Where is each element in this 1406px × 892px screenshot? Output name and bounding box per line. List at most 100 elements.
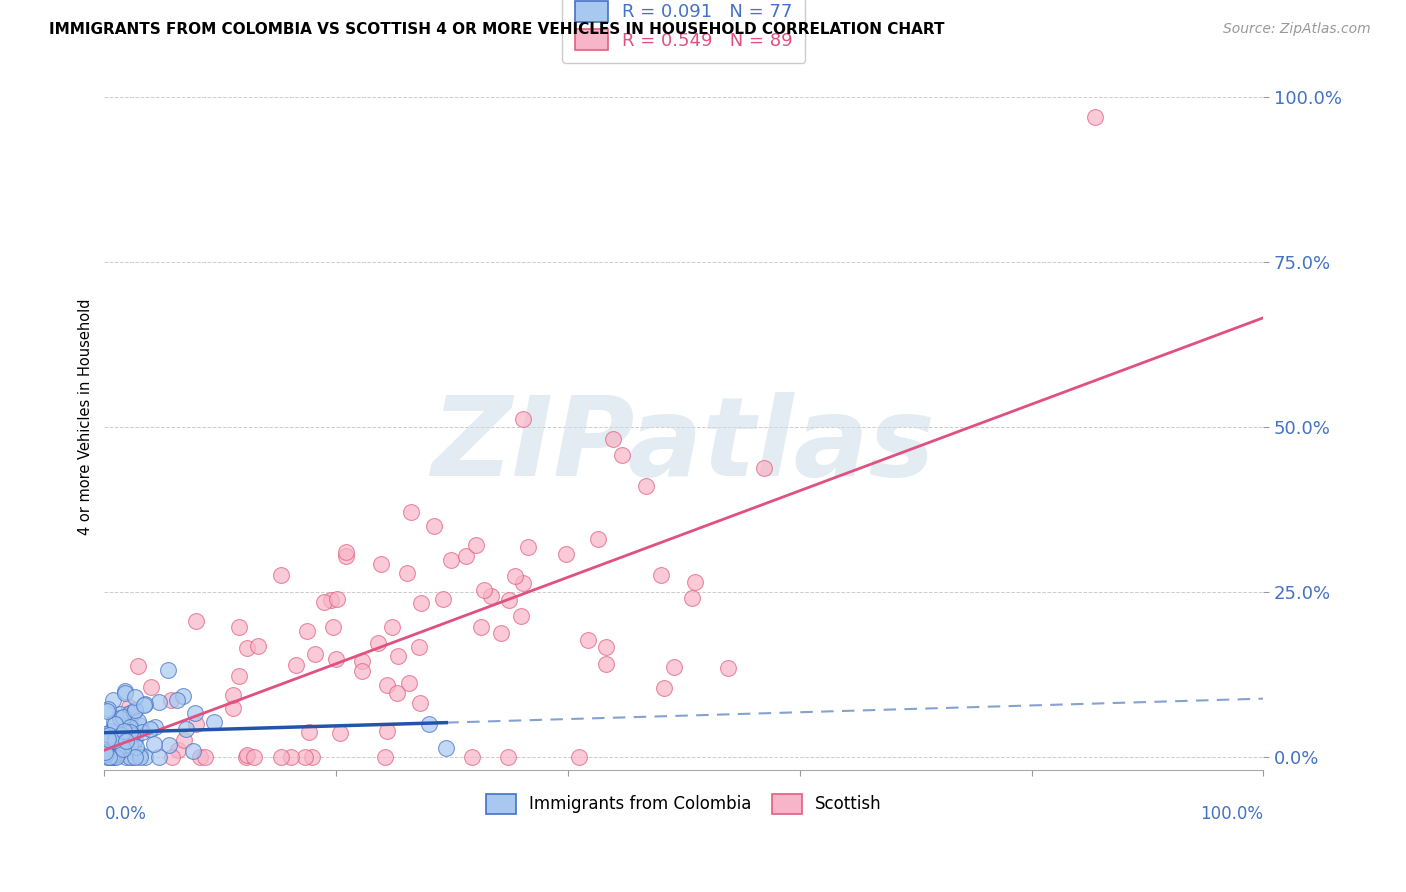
Point <box>474 583 496 598</box>
Point <box>418 717 440 731</box>
Point <box>350 664 373 678</box>
Point <box>325 652 347 666</box>
Point <box>134 749 156 764</box>
Point <box>131 724 153 739</box>
Point <box>367 636 389 650</box>
Point <box>222 689 245 703</box>
Point <box>243 749 266 764</box>
Point <box>301 749 323 764</box>
Point <box>650 568 672 582</box>
Point <box>166 692 188 706</box>
Point <box>235 749 257 764</box>
Point <box>118 725 141 739</box>
Point <box>280 749 302 764</box>
Point <box>375 723 398 738</box>
Point <box>114 686 136 700</box>
Point <box>681 591 703 606</box>
Point <box>516 540 538 554</box>
Point <box>111 710 134 724</box>
Point <box>295 624 318 639</box>
Point <box>120 706 142 720</box>
Text: Source: ZipAtlas.com: Source: ZipAtlas.com <box>1223 22 1371 37</box>
Point <box>118 720 141 734</box>
Text: IMMIGRANTS FROM COLOMBIA VS SCOTTISH 4 OR MORE VEHICLES IN HOUSEHOLD CORRELATION: IMMIGRANTS FROM COLOMBIA VS SCOTTISH 4 O… <box>49 22 945 37</box>
Point <box>489 625 512 640</box>
Point <box>162 749 184 764</box>
Point <box>97 702 120 716</box>
Point <box>568 749 591 764</box>
Point <box>652 681 675 695</box>
Point <box>166 743 188 757</box>
Point <box>110 728 132 742</box>
Point <box>496 749 519 764</box>
Point <box>110 731 132 746</box>
Point <box>118 738 141 752</box>
Point <box>236 748 259 763</box>
Point <box>716 661 738 675</box>
Point <box>326 592 349 607</box>
Point <box>586 532 609 546</box>
Point <box>752 461 775 475</box>
Point <box>222 701 245 715</box>
Point <box>94 732 117 747</box>
Point <box>148 695 170 709</box>
Point <box>304 647 326 661</box>
Point <box>97 732 120 747</box>
Point <box>128 718 150 732</box>
Point <box>270 749 292 764</box>
Point <box>143 720 166 734</box>
Point <box>398 676 420 690</box>
Point <box>1084 110 1107 124</box>
Point <box>114 683 136 698</box>
Point <box>188 749 211 764</box>
Point <box>183 744 205 758</box>
Point <box>375 678 398 692</box>
Point <box>454 549 477 564</box>
Text: 0.0%: 0.0% <box>104 805 146 823</box>
Point <box>194 749 217 764</box>
Point <box>312 595 335 609</box>
Point <box>127 714 149 728</box>
Point <box>247 639 270 653</box>
Point <box>128 747 150 761</box>
Point <box>97 749 120 764</box>
Point <box>132 698 155 712</box>
Point <box>156 663 179 677</box>
Point <box>159 693 181 707</box>
Point <box>128 749 150 764</box>
Point <box>101 693 124 707</box>
Point <box>352 654 374 668</box>
Point <box>461 749 484 764</box>
Point <box>104 717 127 731</box>
Point <box>124 690 146 705</box>
Point <box>440 553 463 567</box>
Text: ZIPatlas: ZIPatlas <box>432 392 936 499</box>
Point <box>432 592 454 607</box>
Point <box>134 698 156 712</box>
Text: 100.0%: 100.0% <box>1201 805 1264 823</box>
Point <box>120 714 142 729</box>
Point <box>184 706 207 720</box>
Point <box>122 705 145 719</box>
Point <box>122 735 145 749</box>
Point <box>284 658 307 673</box>
Point <box>103 714 125 729</box>
Point <box>101 730 124 744</box>
Point <box>124 703 146 717</box>
Point <box>498 593 520 607</box>
Point <box>395 566 418 580</box>
Point <box>115 719 138 733</box>
Point <box>148 749 170 764</box>
Point <box>118 700 141 714</box>
Point <box>401 505 423 519</box>
Point <box>96 704 118 718</box>
Point <box>602 432 624 446</box>
Point <box>108 740 131 755</box>
Point <box>103 732 125 747</box>
Point <box>101 749 124 764</box>
Point <box>108 711 131 725</box>
Point <box>512 575 534 590</box>
Point <box>509 608 531 623</box>
Point <box>104 749 127 764</box>
Point <box>96 749 118 764</box>
